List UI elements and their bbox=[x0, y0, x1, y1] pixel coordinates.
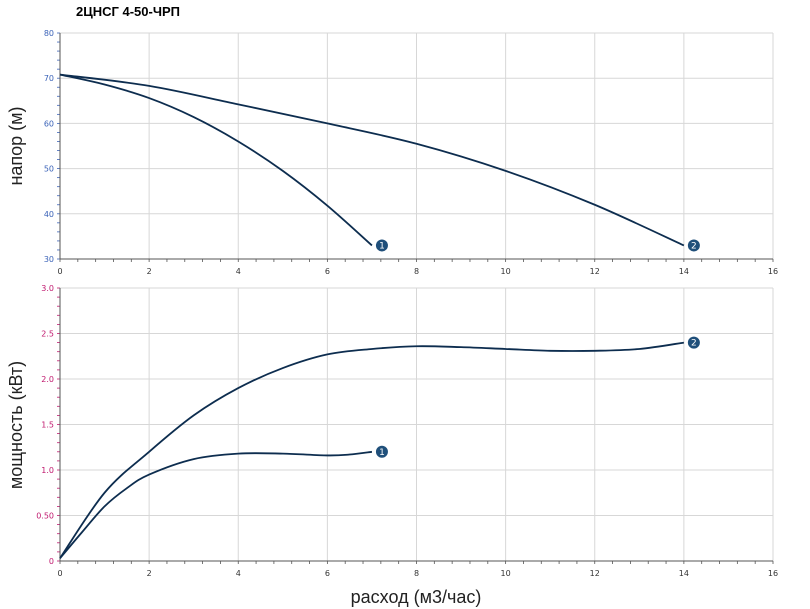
head-x-tick-label: 6 bbox=[325, 267, 330, 276]
x-axis-label-group: расход (м3/час) bbox=[351, 587, 482, 607]
head-x-tick-label: 0 bbox=[57, 267, 62, 276]
x-axis-label: расход (м3/час) bbox=[351, 587, 482, 607]
head-curve-1 bbox=[59, 73, 373, 247]
head-y-tick-label: 30 bbox=[44, 255, 54, 264]
head-curve-2 bbox=[59, 73, 685, 247]
power-x-tick-label: 12 bbox=[590, 569, 600, 578]
power-x-tick-label: 0 bbox=[57, 569, 62, 578]
head-curve-marker-label-2: 2 bbox=[691, 241, 697, 251]
head-x-tick-label: 14 bbox=[679, 267, 689, 276]
power-x-tick-label: 2 bbox=[147, 569, 152, 578]
power-curve-marker-1 bbox=[375, 445, 388, 458]
power-curve-marker-label-2: 2 bbox=[691, 339, 697, 349]
head-x-tick-label: 2 bbox=[147, 267, 152, 276]
power-y-tick-label: 2.0 bbox=[41, 375, 54, 384]
power-curve-1 bbox=[59, 450, 373, 559]
power-chart-panel: 00.501.01.52.02.53.00 2 4 6 8 10 12 14 16мощност… bbox=[6, 284, 778, 578]
head-y-tick-label: 80 bbox=[44, 29, 54, 38]
head-y-tick-label: 70 bbox=[44, 74, 54, 83]
power-y-tick-label: 0 bbox=[49, 557, 54, 566]
power-x-tick-label: 4 bbox=[236, 569, 241, 578]
head-x-tick-label: 8 bbox=[414, 267, 419, 276]
power-x-tick-label: 10 bbox=[501, 569, 511, 578]
head-y-tick-label: 50 bbox=[44, 165, 54, 174]
power-x-tick-label: 14 bbox=[679, 569, 689, 578]
head-curve-marker-1 bbox=[375, 239, 388, 252]
power-y-tick-label: 0.50 bbox=[36, 512, 54, 521]
head-x-tick-label: 4 bbox=[236, 267, 241, 276]
head-x-tick-label: 12 bbox=[590, 267, 600, 276]
head-curve-marker-label-1: 1 bbox=[379, 241, 385, 251]
power-curve-marker-label-1: 1 bbox=[379, 448, 385, 458]
power-curve-2 bbox=[59, 341, 685, 559]
power-x-tick-label: 16 bbox=[768, 569, 778, 578]
power-x-tick-label: 6 bbox=[325, 569, 330, 578]
power-curve-marker-2 bbox=[687, 336, 700, 349]
chart-title: 2ЦНСГ 4-50-ЧРП bbox=[76, 4, 180, 19]
head-x-tick-label: 16 bbox=[768, 267, 778, 276]
power-y-axis-label: мощность (кВт) bbox=[6, 361, 26, 489]
power-y-tick-label: 2.5 bbox=[41, 330, 54, 339]
power-y-tick-label: 1.5 bbox=[41, 421, 54, 430]
head-y-tick-label: 60 bbox=[44, 119, 54, 128]
power-x-tick-label: 8 bbox=[414, 569, 419, 578]
power-y-tick-label: 3.0 bbox=[41, 284, 54, 293]
head-curve-marker-2 bbox=[687, 239, 700, 252]
power-y-tick-label: 1.0 bbox=[41, 466, 54, 475]
head-x-tick-label: 10 bbox=[501, 267, 511, 276]
head-y-axis-label: напор (м) bbox=[6, 106, 26, 185]
head-y-tick-label: 40 bbox=[44, 210, 54, 219]
